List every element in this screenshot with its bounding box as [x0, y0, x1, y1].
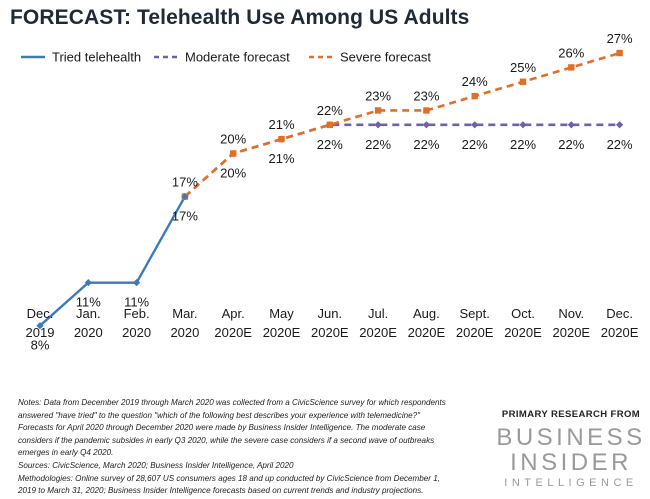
x-axis-ticks: Dec. 2019 Jan. 2020 Feb. 2020 Mar. 2020 Apr. 2020… [26, 306, 639, 340]
x-tick-label: Jun. [318, 306, 343, 321]
x-tick-label: 2020E [456, 325, 494, 340]
data-label-severe-forecast: 21% [268, 117, 294, 132]
data-label-severe-forecast: 22% [317, 103, 343, 118]
data-label-moderate-forecast: 22% [413, 137, 439, 152]
note-line: emerges in early Q4 2020. [18, 448, 114, 458]
x-tick-label: Dec. [606, 306, 633, 321]
x-tick-label: 2019 [26, 325, 55, 340]
x-tick-label: Jul. [368, 306, 388, 321]
x-tick-label: 2020 [74, 325, 103, 340]
data-point-severe-forecast [230, 150, 237, 157]
data-label-severe-forecast: 20% [220, 132, 246, 147]
x-tick-label: 2020 [170, 325, 199, 340]
data-label-severe-forecast: 27% [607, 31, 633, 46]
data-label-moderate-forecast: 22% [510, 137, 536, 152]
data-label-severe-forecast: 17% [172, 175, 198, 190]
x-tick-label: Jan. [76, 306, 101, 321]
data-point-moderate-forecast [616, 121, 624, 129]
x-tick-label: Aug. [413, 306, 440, 321]
x-tick-label: 2020E [311, 325, 349, 340]
data-label-severe-forecast: 24% [462, 74, 488, 89]
data-point-severe-forecast [471, 92, 478, 100]
chart-legend: Tried telehealth Moderate forecast Severe … [21, 50, 431, 65]
data-point-severe-forecast [326, 121, 333, 128]
data-label-tried-telehealth: 11% [124, 295, 149, 310]
x-tick-label: Nov. [558, 306, 584, 321]
line-chart: Tried telehealth Moderate forecast Severe … [21, 31, 639, 353]
data-label-moderate-forecast: 20% [220, 166, 246, 181]
data-point-severe-forecast [374, 107, 382, 114]
note-line: Methodologies: Online survey of 28,607 U… [18, 473, 441, 483]
note-line: 2019 to March 31, 2020; Business Insider… [18, 486, 424, 496]
chart-title: FORECAST: Telehealth Use Among US Adults [10, 6, 470, 29]
x-tick-label: Oct. [511, 306, 535, 321]
series-line-severe-forecast [184, 51, 620, 198]
x-tick-label: 2020 [122, 325, 151, 340]
data-point-moderate-forecast [519, 121, 527, 129]
brand-line-3: INTELLIGENCE [504, 477, 638, 489]
data-point-tried-telehealth [36, 322, 44, 330]
point-markers [36, 49, 624, 330]
legend-label-severe-forecast: Severe forecast [340, 50, 431, 65]
x-tick-label: 2020E [553, 325, 591, 340]
brand-logo: PRIMARY RESEARCH FROM BUSINESS INSIDER I… [496, 409, 646, 490]
brand-line-2: INSIDER [510, 449, 632, 476]
data-point-moderate-forecast [471, 121, 479, 129]
data-point-tried-telehealth [133, 279, 141, 287]
data-label-severe-forecast: 25% [510, 60, 536, 75]
data-label-moderate-forecast: 21% [268, 151, 294, 166]
data-label-severe-forecast: 23% [365, 88, 391, 103]
x-tick-label: 2020E [263, 325, 301, 340]
data-label-tried-telehealth: 11% [76, 295, 101, 310]
series-line-moderate-forecast [184, 123, 620, 198]
data-point-severe-forecast [423, 107, 430, 114]
data-label-moderate-forecast: 22% [558, 137, 584, 152]
data-point-moderate-forecast [422, 121, 430, 129]
x-tick-label: 2020E [408, 325, 446, 340]
x-tick-label: Dec. [27, 306, 54, 321]
x-tick-label: May [269, 306, 294, 321]
data-label-moderate-forecast: 22% [317, 137, 343, 152]
data-label-tried-telehealth: 8% [31, 338, 50, 353]
x-tick-label: 2020E [214, 325, 252, 340]
data-point-severe-forecast [616, 49, 623, 57]
data-point-moderate-forecast [374, 121, 382, 129]
data-point-severe-forecast [568, 64, 575, 71]
x-tick-label: Mar. [172, 306, 197, 321]
x-tick-label: Apr. [222, 306, 245, 321]
brand-tagline: PRIMARY RESEARCH FROM [501, 409, 641, 420]
data-labels: 8% 11% 11% 17% 20% 21% 22% 22% 22% 22% 22% 22% 22% 17… [31, 31, 633, 353]
x-tick-label: Sept. [460, 306, 490, 321]
x-tick-label: 2020E [601, 325, 639, 340]
legend-label-moderate-forecast: Moderate forecast [185, 50, 290, 65]
chart-notes: Notes: Data from December 2019 through M… [18, 397, 488, 498]
data-label-moderate-forecast: 22% [607, 137, 633, 152]
legend-label-tried-telehealth: Tried telehealth [52, 50, 141, 65]
note-line: considers if the pandemic subsides in ea… [18, 435, 435, 445]
data-point-tried-telehealth [84, 279, 92, 287]
data-label-moderate-forecast: 22% [462, 137, 488, 152]
note-line: Sources: CivicScience, March 2020; Busin… [18, 460, 294, 470]
data-label-severe-forecast: 23% [413, 88, 439, 103]
note-line: answered "have tried" to the question "w… [18, 410, 421, 420]
data-label-moderate-forecast: 22% [365, 137, 391, 152]
data-point-tried-telehealth [181, 192, 189, 201]
data-point-severe-forecast [278, 135, 285, 143]
x-tick-label: 2020E [359, 325, 397, 340]
data-point-moderate-forecast [567, 121, 575, 129]
data-point-severe-forecast [519, 78, 527, 85]
series-line-tried-telehealth [39, 195, 186, 327]
note-line: Forecasts for April 2020 through Decembe… [18, 423, 426, 433]
data-label-severe-forecast: 26% [558, 45, 584, 60]
note-line: Notes: Data from December 2019 through M… [18, 398, 446, 407]
series-lines [39, 51, 620, 327]
brand-line-1: BUSINESS [496, 424, 646, 451]
x-tick-label: 2020E [504, 325, 542, 340]
x-tick-label: Feb. [124, 306, 150, 321]
data-label-moderate-forecast: 17% [172, 209, 198, 224]
